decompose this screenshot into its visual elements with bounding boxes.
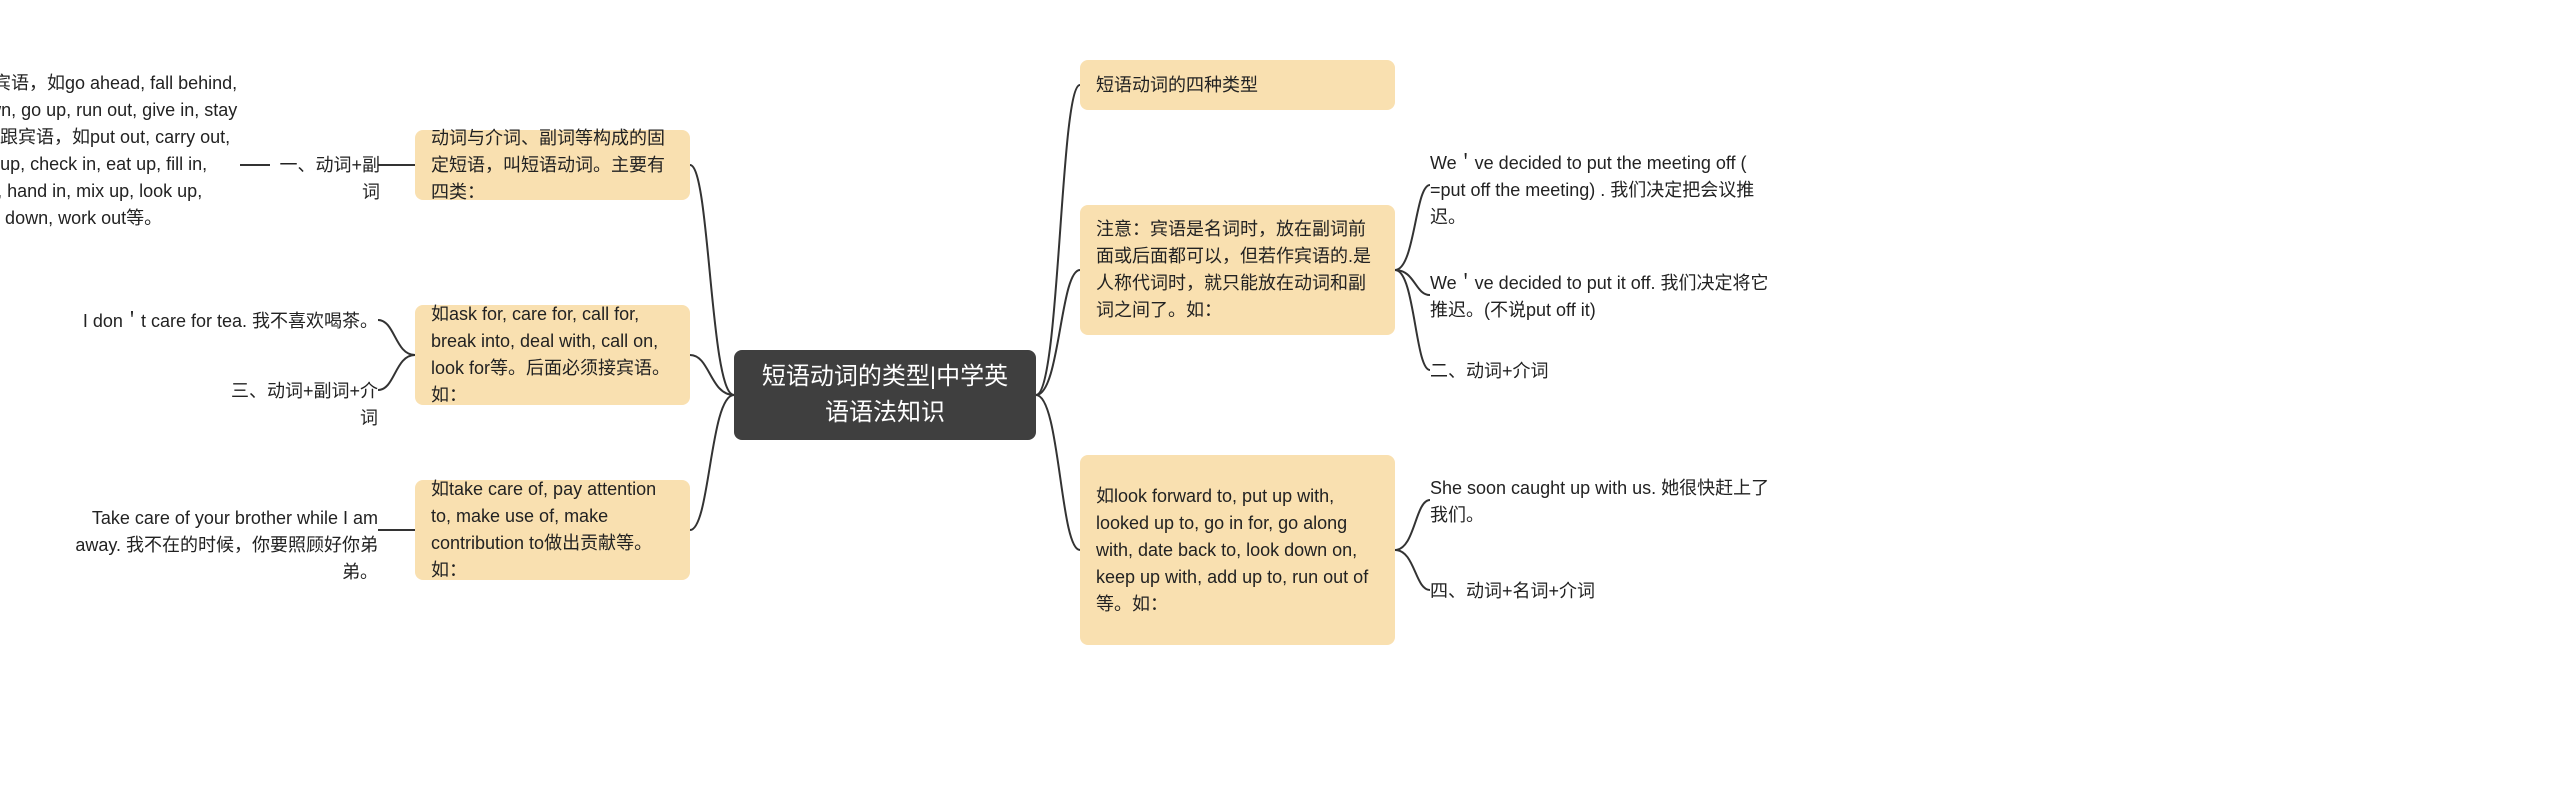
right-branch-3: 如look forward to, put up with, looked up… — [1080, 455, 1395, 645]
right-b2-leaf-2: We＇ve decided to put it off. 我们决定将它推迟。(不… — [1430, 270, 1775, 324]
left-b2-text: 如ask for, care for, call for, break into… — [431, 301, 674, 409]
center-node: 短语动词的类型|中学英语语法知识 — [734, 350, 1036, 440]
left-b1-leaf-label: 一、动词+副词 — [270, 152, 380, 206]
center-title: 短语动词的类型|中学英语语法知识 — [758, 359, 1012, 431]
left-b2-leaf-1: I don＇t care for tea. 我不喜欢喝茶。 — [75, 308, 378, 335]
right-b2-text: 注意：宾语是名词时，放在副词前面或后面都可以，但若作宾语的.是人称代词时，就只能… — [1096, 216, 1379, 324]
left-b2-leaf-2: 三、动词+副词+介词 — [225, 378, 378, 432]
right-b1-text: 短语动词的四种类型 — [1096, 72, 1258, 99]
left-b3-leaf: Take care of your brother while I am awa… — [65, 505, 378, 586]
right-b2-leaf-1: We＇ve decided to put the meeting off ( =… — [1430, 150, 1775, 231]
left-branch-3: 如take care of, pay attention to, make us… — [415, 480, 690, 580]
left-b1-leaf-text: 有的一般不跟宾语，如go ahead, fall behind, get up,… — [0, 70, 240, 232]
left-branch-2: 如ask for, care for, call for, break into… — [415, 305, 690, 405]
left-b3-text: 如take care of, pay attention to, make us… — [431, 476, 674, 584]
connectors — [0, 0, 2560, 790]
right-b3-leaf-1: She soon caught up with us. 她很快赶上了我们。 — [1430, 475, 1775, 529]
right-branch-1: 短语动词的四种类型 — [1080, 60, 1395, 110]
left-b1-text: 动词与介词、副词等构成的固定短语，叫短语动词。主要有四类： — [431, 125, 674, 206]
right-b2-leaf-3: 二、动词+介词 — [1430, 358, 1630, 385]
left-branch-1: 动词与介词、副词等构成的固定短语，叫短语动词。主要有四类： — [415, 130, 690, 200]
right-b3-leaf-2: 四、动词+名词+介词 — [1430, 578, 1630, 605]
right-branch-2: 注意：宾语是名词时，放在副词前面或后面都可以，但若作宾语的.是人称代词时，就只能… — [1080, 205, 1395, 335]
right-b3-text: 如look forward to, put up with, looked up… — [1096, 483, 1379, 618]
